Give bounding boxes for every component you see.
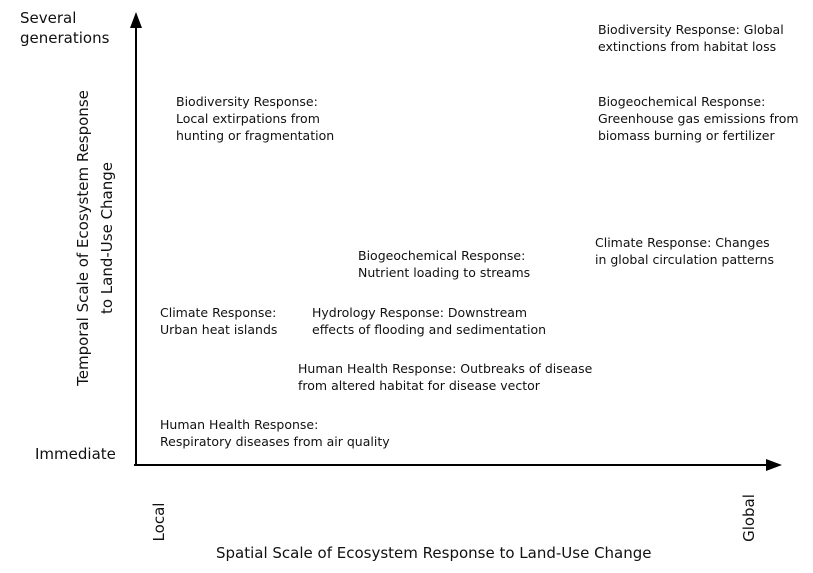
- x-axis-left-label: Local: [150, 502, 168, 542]
- y-axis-bottom-label: Immediate: [35, 445, 116, 463]
- y-axis-arrowhead: [130, 12, 142, 28]
- response-line: Greenhouse gas emissions from: [598, 111, 799, 126]
- response-line: Human Health Response:: [160, 417, 319, 432]
- y-axis-top-label: Several generations: [20, 8, 109, 48]
- response-line: biomass burning or fertilizer: [598, 128, 775, 143]
- response-climate-urban: Climate Response: Urban heat islands: [160, 304, 277, 338]
- x-axis-title: Spatial Scale of Ecosystem Response to L…: [216, 544, 652, 562]
- response-line: extinctions from habitat loss: [598, 39, 777, 54]
- y-axis-title-line: to Land-Use Change: [98, 161, 116, 315]
- response-biodiversity-local: Biodiversity Response: Local extirpation…: [176, 93, 334, 144]
- response-line: Biodiversity Response: Global: [598, 22, 784, 37]
- response-human-health-disease: Human Health Response: Outbreaks of dise…: [298, 360, 592, 394]
- response-biodiversity-global: Biodiversity Response: Global extinction…: [598, 21, 784, 55]
- y-axis-title: Temporal Scale of Ecosystem Response to …: [71, 90, 119, 386]
- response-line: Human Health Response: Outbreaks of dise…: [298, 361, 593, 376]
- response-line: effects of flooding and sedimentation: [312, 322, 547, 337]
- response-line: Climate Response: Changes: [595, 235, 770, 250]
- y-top-label-line: Several: [20, 9, 77, 27]
- response-line: from altered habitat for disease vector: [298, 378, 540, 393]
- response-line: Biodiversity Response:: [176, 94, 318, 109]
- response-human-health-air: Human Health Response: Respiratory disea…: [160, 416, 390, 450]
- response-biogeochemical-global: Biogeochemical Response: Greenhouse gas …: [598, 93, 799, 144]
- response-line: hunting or fragmentation: [176, 128, 335, 143]
- response-hydrology: Hydrology Response: Downstream effects o…: [312, 304, 546, 338]
- response-biogeochemical-streams: Biogeochemical Response: Nutrient loadin…: [358, 247, 530, 281]
- y-axis-title-line: Temporal Scale of Ecosystem Response: [74, 90, 92, 386]
- response-line: Climate Response:: [160, 305, 277, 320]
- x-axis-right-label: Global: [740, 494, 758, 542]
- response-line: Biogeochemical Response:: [598, 94, 766, 109]
- response-line: in global circulation patterns: [595, 252, 774, 267]
- y-top-label-line: generations: [20, 29, 110, 47]
- response-line: Biogeochemical Response:: [358, 248, 526, 263]
- response-line: Respiratory diseases from air quality: [160, 434, 390, 449]
- response-line: Nutrient loading to streams: [358, 265, 531, 280]
- response-line: Hydrology Response: Downstream: [312, 305, 528, 320]
- response-line: Local extirpations from: [176, 111, 320, 126]
- response-line: Urban heat islands: [160, 322, 278, 337]
- x-axis-arrowhead: [766, 459, 782, 471]
- response-climate-global: Climate Response: Changes in global circ…: [595, 234, 774, 268]
